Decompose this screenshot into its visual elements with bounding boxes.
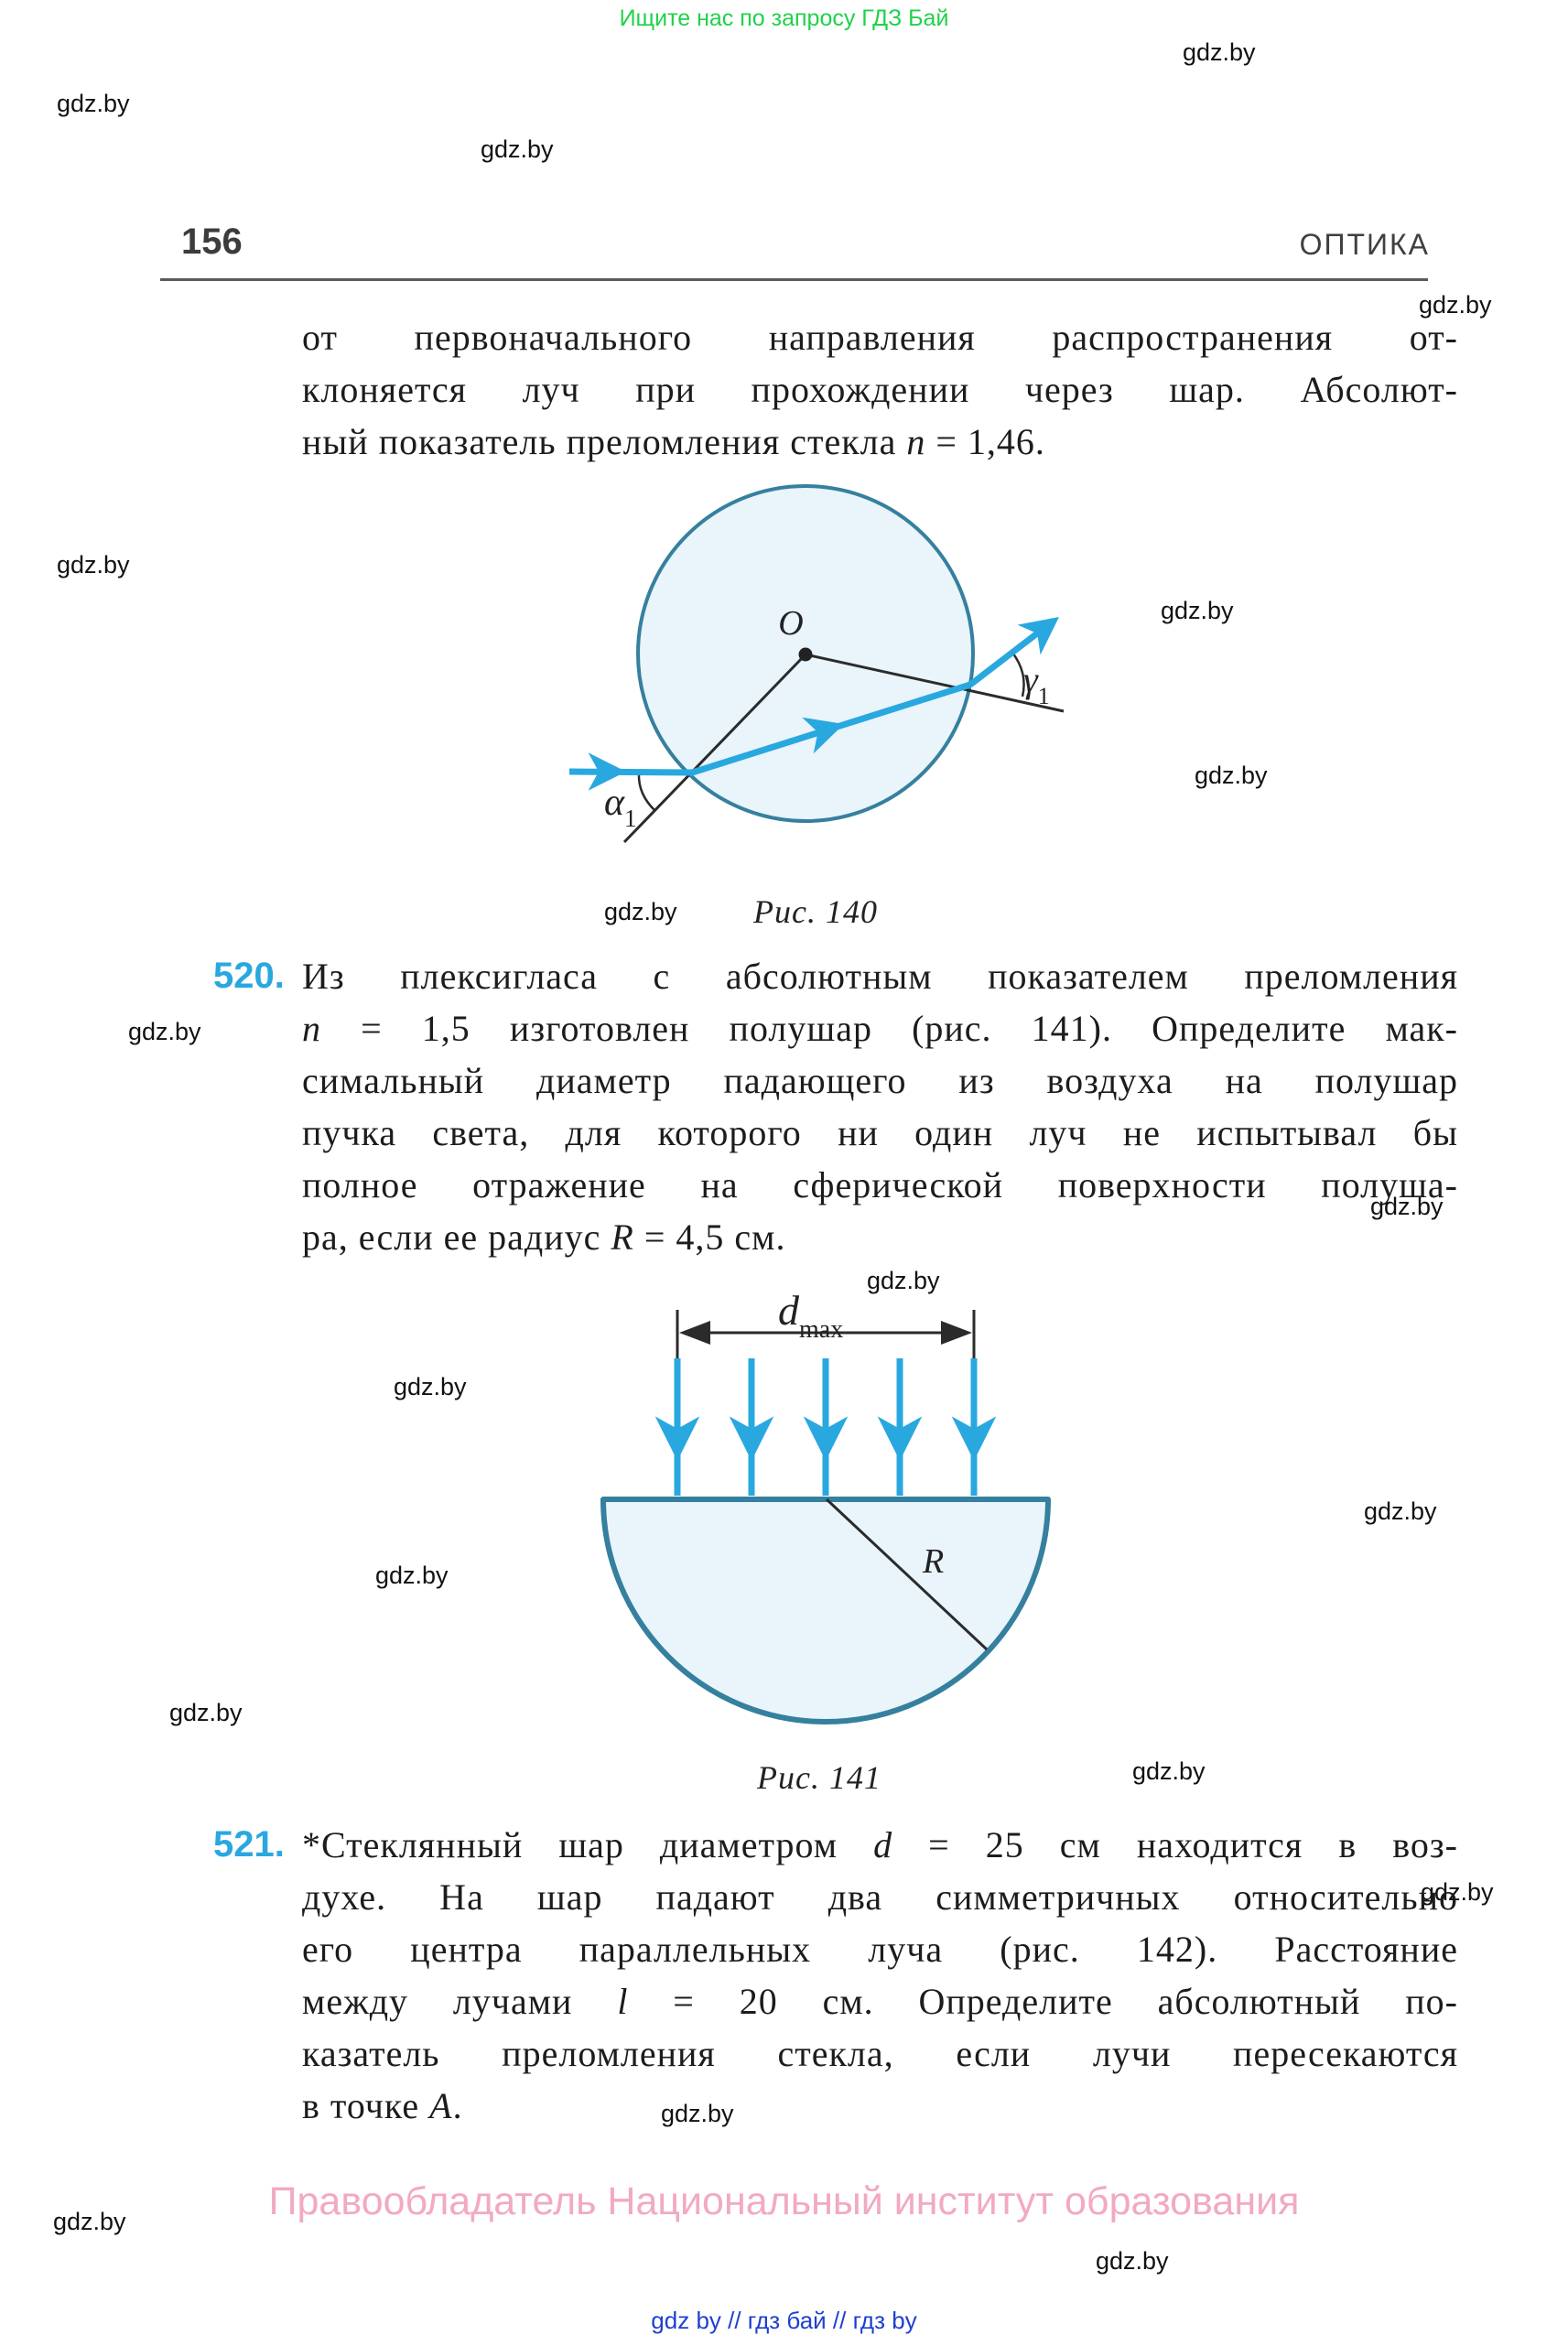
text-line: ра, если ее радиус R = 4,5 см. bbox=[302, 1216, 786, 1258]
page-number: 156 bbox=[181, 222, 243, 262]
footer-links[interactable]: gdz by // гдз бай // гдз by bbox=[651, 2307, 917, 2334]
figure-141-caption: Рис. 141 bbox=[757, 1759, 881, 1796]
text-line: духе. На шар падают два симметричных отн… bbox=[302, 1876, 1458, 1918]
parallel-beam bbox=[654, 1358, 997, 1496]
text-line: Из плексигласа с абсолютным показателем … bbox=[302, 956, 1458, 997]
exit-normal-line bbox=[805, 653, 1065, 713]
watermark: gdz.by bbox=[1364, 1497, 1437, 1525]
watermark: gdz.by bbox=[867, 1267, 940, 1294]
figure-140-caption: Рис. 140 bbox=[753, 893, 878, 930]
gamma-angle-arc bbox=[1011, 652, 1025, 697]
problem-521-text: *Стеклянный шар диаметром d = 25 см нахо… bbox=[302, 1819, 1458, 2132]
text-line: между лучами l = 20 см. Определите абсол… bbox=[302, 1981, 1458, 2022]
watermark: gdz.by bbox=[375, 1562, 449, 1589]
watermark: gdz.by bbox=[1161, 597, 1234, 624]
figure-140: O α1 γ1 bbox=[568, 484, 1065, 844]
watermark: gdz.by bbox=[1419, 291, 1492, 319]
watermark: gdz.by bbox=[661, 2100, 734, 2127]
text-line: его центра параллельных луча (рис. 142).… bbox=[302, 1929, 1458, 1970]
watermark: gdz.by bbox=[53, 2208, 126, 2235]
dmax-label: dmax bbox=[778, 1287, 843, 1344]
watermark: gdz.by bbox=[1370, 1193, 1444, 1220]
text-line: от первоначального направления распростр… bbox=[302, 317, 1458, 358]
dimension-arrowhead-left-icon bbox=[679, 1321, 710, 1345]
problem-number-521: 521. bbox=[213, 1824, 285, 1865]
text-line: в точке A. bbox=[302, 2085, 463, 2126]
watermark: gdz.by bbox=[604, 898, 677, 925]
watermark: gdz.by bbox=[1132, 1757, 1206, 1785]
watermark: gdz.by bbox=[57, 551, 130, 578]
text-line: пучка света, для которого ни один луч не… bbox=[302, 1112, 1458, 1153]
beam-arrowhead-icon bbox=[877, 1416, 923, 1461]
alpha-angle-arc bbox=[637, 773, 656, 812]
beam-arrowhead-icon bbox=[654, 1416, 700, 1461]
hemisphere bbox=[600, 1497, 1051, 1724]
header-rule bbox=[160, 278, 1428, 281]
text-line: ный показатель преломления стекла n = 1,… bbox=[302, 421, 1045, 462]
watermark: gdz.by bbox=[1096, 2247, 1169, 2275]
center-point bbox=[798, 647, 813, 662]
problem-number-520: 520. bbox=[213, 956, 285, 996]
dimension-arrowhead-right-icon bbox=[941, 1321, 972, 1345]
beam-arrowhead-icon bbox=[729, 1416, 774, 1461]
watermark: gdz.by bbox=[481, 135, 554, 163]
incident-ray-arrowhead-icon bbox=[588, 752, 626, 791]
text-line: казатель преломления стекла, если лучи п… bbox=[302, 2033, 1458, 2074]
text-line: клоняется луч при прохождении через шар.… bbox=[302, 369, 1458, 410]
text-line: n = 1,5 изготовлен полушар (рис. 141). О… bbox=[302, 1008, 1458, 1049]
figure-141: R dmax bbox=[600, 1287, 1051, 1724]
watermark: gdz.by bbox=[128, 1018, 201, 1045]
watermark: gdz.by bbox=[394, 1373, 467, 1400]
watermark: gdz.by bbox=[57, 90, 130, 117]
text-line: симальный диаметр падающего из воздуха н… bbox=[302, 1060, 1458, 1101]
radius-line bbox=[825, 1497, 989, 1651]
incident-ray bbox=[568, 768, 693, 776]
beam-arrowhead-icon bbox=[951, 1416, 997, 1461]
footer-copyright: Правообладатель Национальный институт об… bbox=[268, 2179, 1300, 2223]
center-label: O bbox=[778, 604, 803, 643]
text-line: *Стеклянный шар диаметром d = 25 см нахо… bbox=[302, 1824, 1458, 1865]
refracted-ray-arrowhead-icon bbox=[802, 717, 844, 754]
top-banner: Ищите нас по запросу ГДЗ Бай bbox=[619, 5, 949, 31]
watermark: gdz.by bbox=[1195, 762, 1268, 789]
section-title: ОПТИКА bbox=[1299, 228, 1430, 261]
text-line: полное отражение на сферической поверхно… bbox=[302, 1164, 1458, 1205]
beam-arrowhead-icon bbox=[803, 1416, 849, 1461]
alpha-label: α1 bbox=[604, 782, 637, 832]
intro-paragraph: от первоначального направления распростр… bbox=[302, 311, 1458, 468]
exit-ray-arrowhead-icon bbox=[1017, 617, 1059, 655]
gamma-label: γ1 bbox=[1023, 659, 1050, 709]
problem-520-text: Из плексигласа с абсолютным показателем … bbox=[302, 950, 1458, 1263]
watermark: gdz.by bbox=[169, 1699, 243, 1726]
watermark: gdz.by bbox=[1183, 38, 1256, 66]
watermark: gdz.by bbox=[1421, 1878, 1494, 1906]
radius-label: R bbox=[922, 1542, 944, 1581]
